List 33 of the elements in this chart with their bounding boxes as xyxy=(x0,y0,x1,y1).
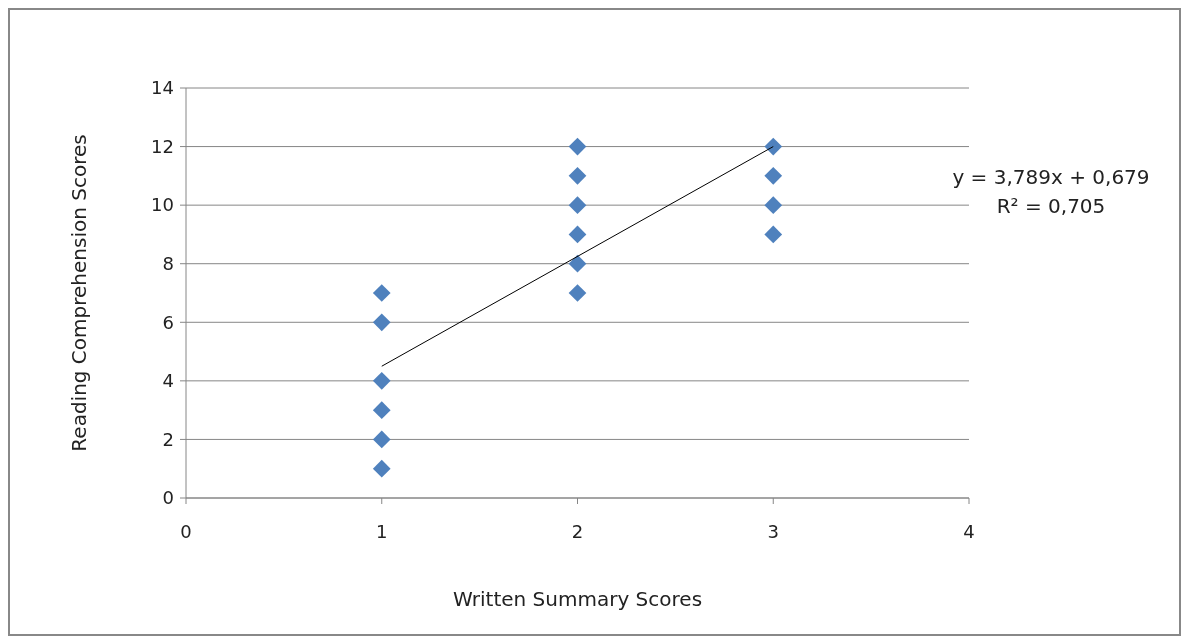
x-axis-title: Written Summary Scores xyxy=(452,587,703,611)
point xyxy=(372,313,391,332)
annotation: y = 3,789x + 0,679 xyxy=(952,165,1150,189)
point xyxy=(568,196,587,214)
point xyxy=(372,430,391,449)
point xyxy=(372,459,391,478)
point xyxy=(764,137,783,156)
x-tick-label: 3 xyxy=(767,521,779,542)
y-tick-label: 6 xyxy=(162,311,174,333)
x-tick-label: 2 xyxy=(571,521,584,542)
y-axis-title: Reading Comprehension Scores xyxy=(67,134,91,452)
y-tick-label: 0 xyxy=(162,487,174,509)
point xyxy=(372,284,391,302)
point xyxy=(568,254,587,273)
point xyxy=(372,401,391,419)
y-tick-label: 10 xyxy=(151,194,174,216)
y-tick-label: 14 xyxy=(151,77,174,99)
text: R² = 0,705 xyxy=(996,194,1106,218)
point xyxy=(764,196,783,214)
x-tick-label: 1 xyxy=(376,521,388,542)
point xyxy=(372,372,391,390)
point xyxy=(764,225,783,244)
point xyxy=(568,284,587,302)
y-tick-label: 4 xyxy=(162,370,174,392)
y-tick-label: 2 xyxy=(162,428,174,450)
x-tick-label: 4 xyxy=(963,521,975,542)
point xyxy=(568,225,587,244)
y-tick-label: 8 xyxy=(162,253,174,275)
point xyxy=(568,137,587,156)
y-tick-label: 12 xyxy=(151,135,174,157)
x-tick-label: 0 xyxy=(180,521,192,542)
point xyxy=(568,167,587,185)
point xyxy=(764,167,783,185)
